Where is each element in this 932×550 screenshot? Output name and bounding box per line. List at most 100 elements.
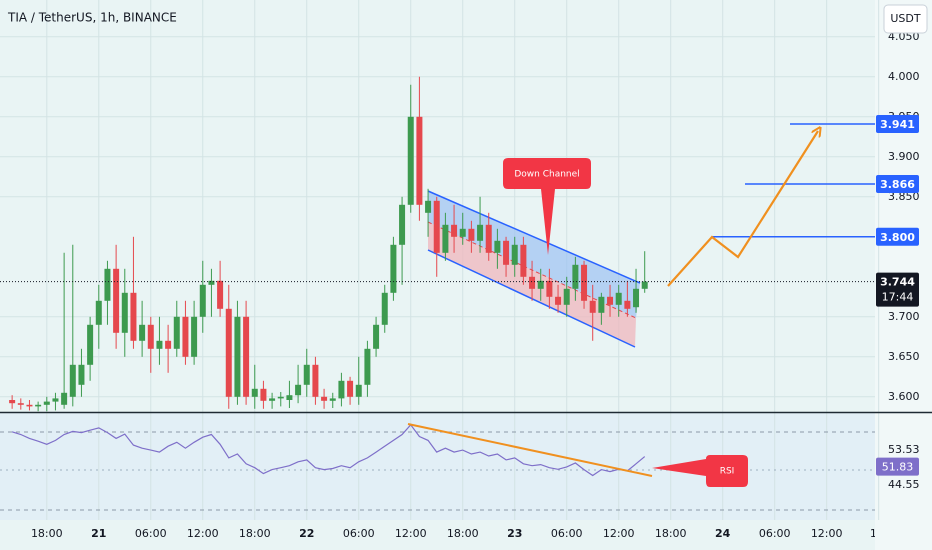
candle-body bbox=[624, 300, 631, 309]
level-label-box bbox=[876, 175, 919, 193]
candle-body bbox=[61, 392, 68, 405]
candle-body bbox=[355, 384, 362, 397]
candle-body bbox=[494, 240, 501, 253]
candle-body bbox=[312, 364, 319, 397]
candle-body bbox=[416, 116, 423, 205]
x-tick-label: 06:00 bbox=[135, 527, 167, 540]
candle-body bbox=[399, 204, 406, 245]
currency-label: USDT bbox=[890, 12, 921, 25]
candle-body bbox=[433, 200, 440, 253]
candle-body bbox=[26, 404, 33, 407]
candle-body bbox=[121, 292, 128, 333]
candle-body bbox=[529, 276, 536, 289]
candle-body bbox=[607, 296, 614, 305]
candle-body bbox=[156, 340, 163, 349]
x-tick-label: 18:00 bbox=[239, 527, 271, 540]
y-tick-label: 4.000 bbox=[888, 70, 920, 83]
candle-body bbox=[555, 296, 562, 305]
candle-body bbox=[295, 384, 302, 396]
level-label-box bbox=[876, 115, 919, 133]
candle-body bbox=[485, 224, 492, 253]
candle-body bbox=[407, 116, 414, 205]
chart-title: TIA / TetherUS, 1h, BINANCE bbox=[7, 11, 177, 25]
candle-body bbox=[442, 224, 449, 253]
last-price-label: 3.744 bbox=[880, 276, 915, 289]
candle-body bbox=[69, 364, 76, 397]
candle-body bbox=[581, 264, 588, 301]
candle-body bbox=[347, 380, 354, 397]
candle-body bbox=[373, 324, 380, 349]
candle-body bbox=[35, 404, 42, 407]
x-tick-label: 24 bbox=[715, 527, 731, 540]
candle-body bbox=[321, 396, 328, 401]
x-tick-label: 06:00 bbox=[343, 527, 375, 540]
candle-body bbox=[277, 396, 284, 399]
rsi-tick-label: 44.55 bbox=[888, 478, 920, 491]
x-tick-label: 12:00 bbox=[603, 527, 635, 540]
y-tick-label: 3.700 bbox=[888, 310, 920, 323]
countdown-label: 17:44 bbox=[882, 291, 914, 304]
candle-body bbox=[113, 268, 120, 333]
candle-body bbox=[269, 398, 276, 401]
rsi-last-box bbox=[876, 457, 919, 476]
y-tick-label: 3.900 bbox=[888, 150, 920, 163]
rsi-tick-label: 53.53 bbox=[888, 443, 920, 456]
x-tick-label: 18:00 bbox=[447, 527, 479, 540]
candle-body bbox=[251, 388, 258, 397]
candle-body bbox=[78, 364, 85, 385]
candle-body bbox=[217, 280, 224, 309]
x-tick-label: 18:00 bbox=[31, 527, 63, 540]
candle-body bbox=[451, 224, 458, 237]
callout-text: RSI bbox=[720, 467, 735, 477]
candle-body bbox=[589, 300, 596, 313]
axis-cover bbox=[875, 521, 932, 550]
candle-body bbox=[43, 401, 50, 405]
candle-body bbox=[329, 398, 336, 401]
levels bbox=[0, 123, 875, 283]
candle-body bbox=[130, 292, 137, 341]
rsi-indicator bbox=[0, 423, 875, 511]
candle-body bbox=[390, 244, 397, 293]
candle-body bbox=[199, 284, 206, 317]
candle-body bbox=[225, 308, 232, 397]
channel-bottom bbox=[427, 249, 636, 348]
level-label: 3.866 bbox=[880, 178, 915, 191]
candle-body bbox=[234, 316, 241, 397]
level-label: 3.800 bbox=[880, 231, 915, 244]
candle-body bbox=[598, 296, 605, 313]
candle-body bbox=[477, 224, 484, 241]
currency-box[interactable] bbox=[883, 4, 928, 34]
candle-body bbox=[9, 400, 16, 404]
rsi-last-label: 51.83 bbox=[882, 461, 914, 474]
candle-body bbox=[147, 324, 154, 349]
candle-body bbox=[641, 281, 648, 289]
y-tick-label: 3.850 bbox=[888, 190, 920, 203]
x-tick-label: 12:00 bbox=[187, 527, 219, 540]
candle-body bbox=[243, 316, 250, 397]
candle-body bbox=[95, 300, 102, 325]
candle-body bbox=[546, 280, 553, 297]
x-tick-label: 12:00 bbox=[811, 527, 843, 540]
candle-body bbox=[503, 240, 510, 265]
candle-body bbox=[338, 380, 345, 399]
candle-body bbox=[286, 395, 293, 400]
candle-body bbox=[537, 280, 544, 289]
last-price-box bbox=[876, 272, 919, 307]
rsi-divergence bbox=[407, 423, 653, 477]
candle-body bbox=[364, 348, 371, 385]
candle-body bbox=[260, 388, 267, 401]
candle-body bbox=[381, 292, 388, 325]
x-tick-label: 06:00 bbox=[759, 527, 791, 540]
candle-body bbox=[17, 403, 24, 405]
candle-body bbox=[425, 200, 432, 213]
callout-down-channel bbox=[503, 158, 591, 255]
candle-body bbox=[615, 292, 622, 305]
candle-body bbox=[468, 228, 475, 241]
candle-body bbox=[173, 316, 180, 349]
rsi-line bbox=[11, 423, 646, 477]
x-tick-label: 12:00 bbox=[395, 527, 427, 540]
projection-arrow bbox=[667, 131, 818, 287]
candle-body bbox=[139, 324, 146, 341]
